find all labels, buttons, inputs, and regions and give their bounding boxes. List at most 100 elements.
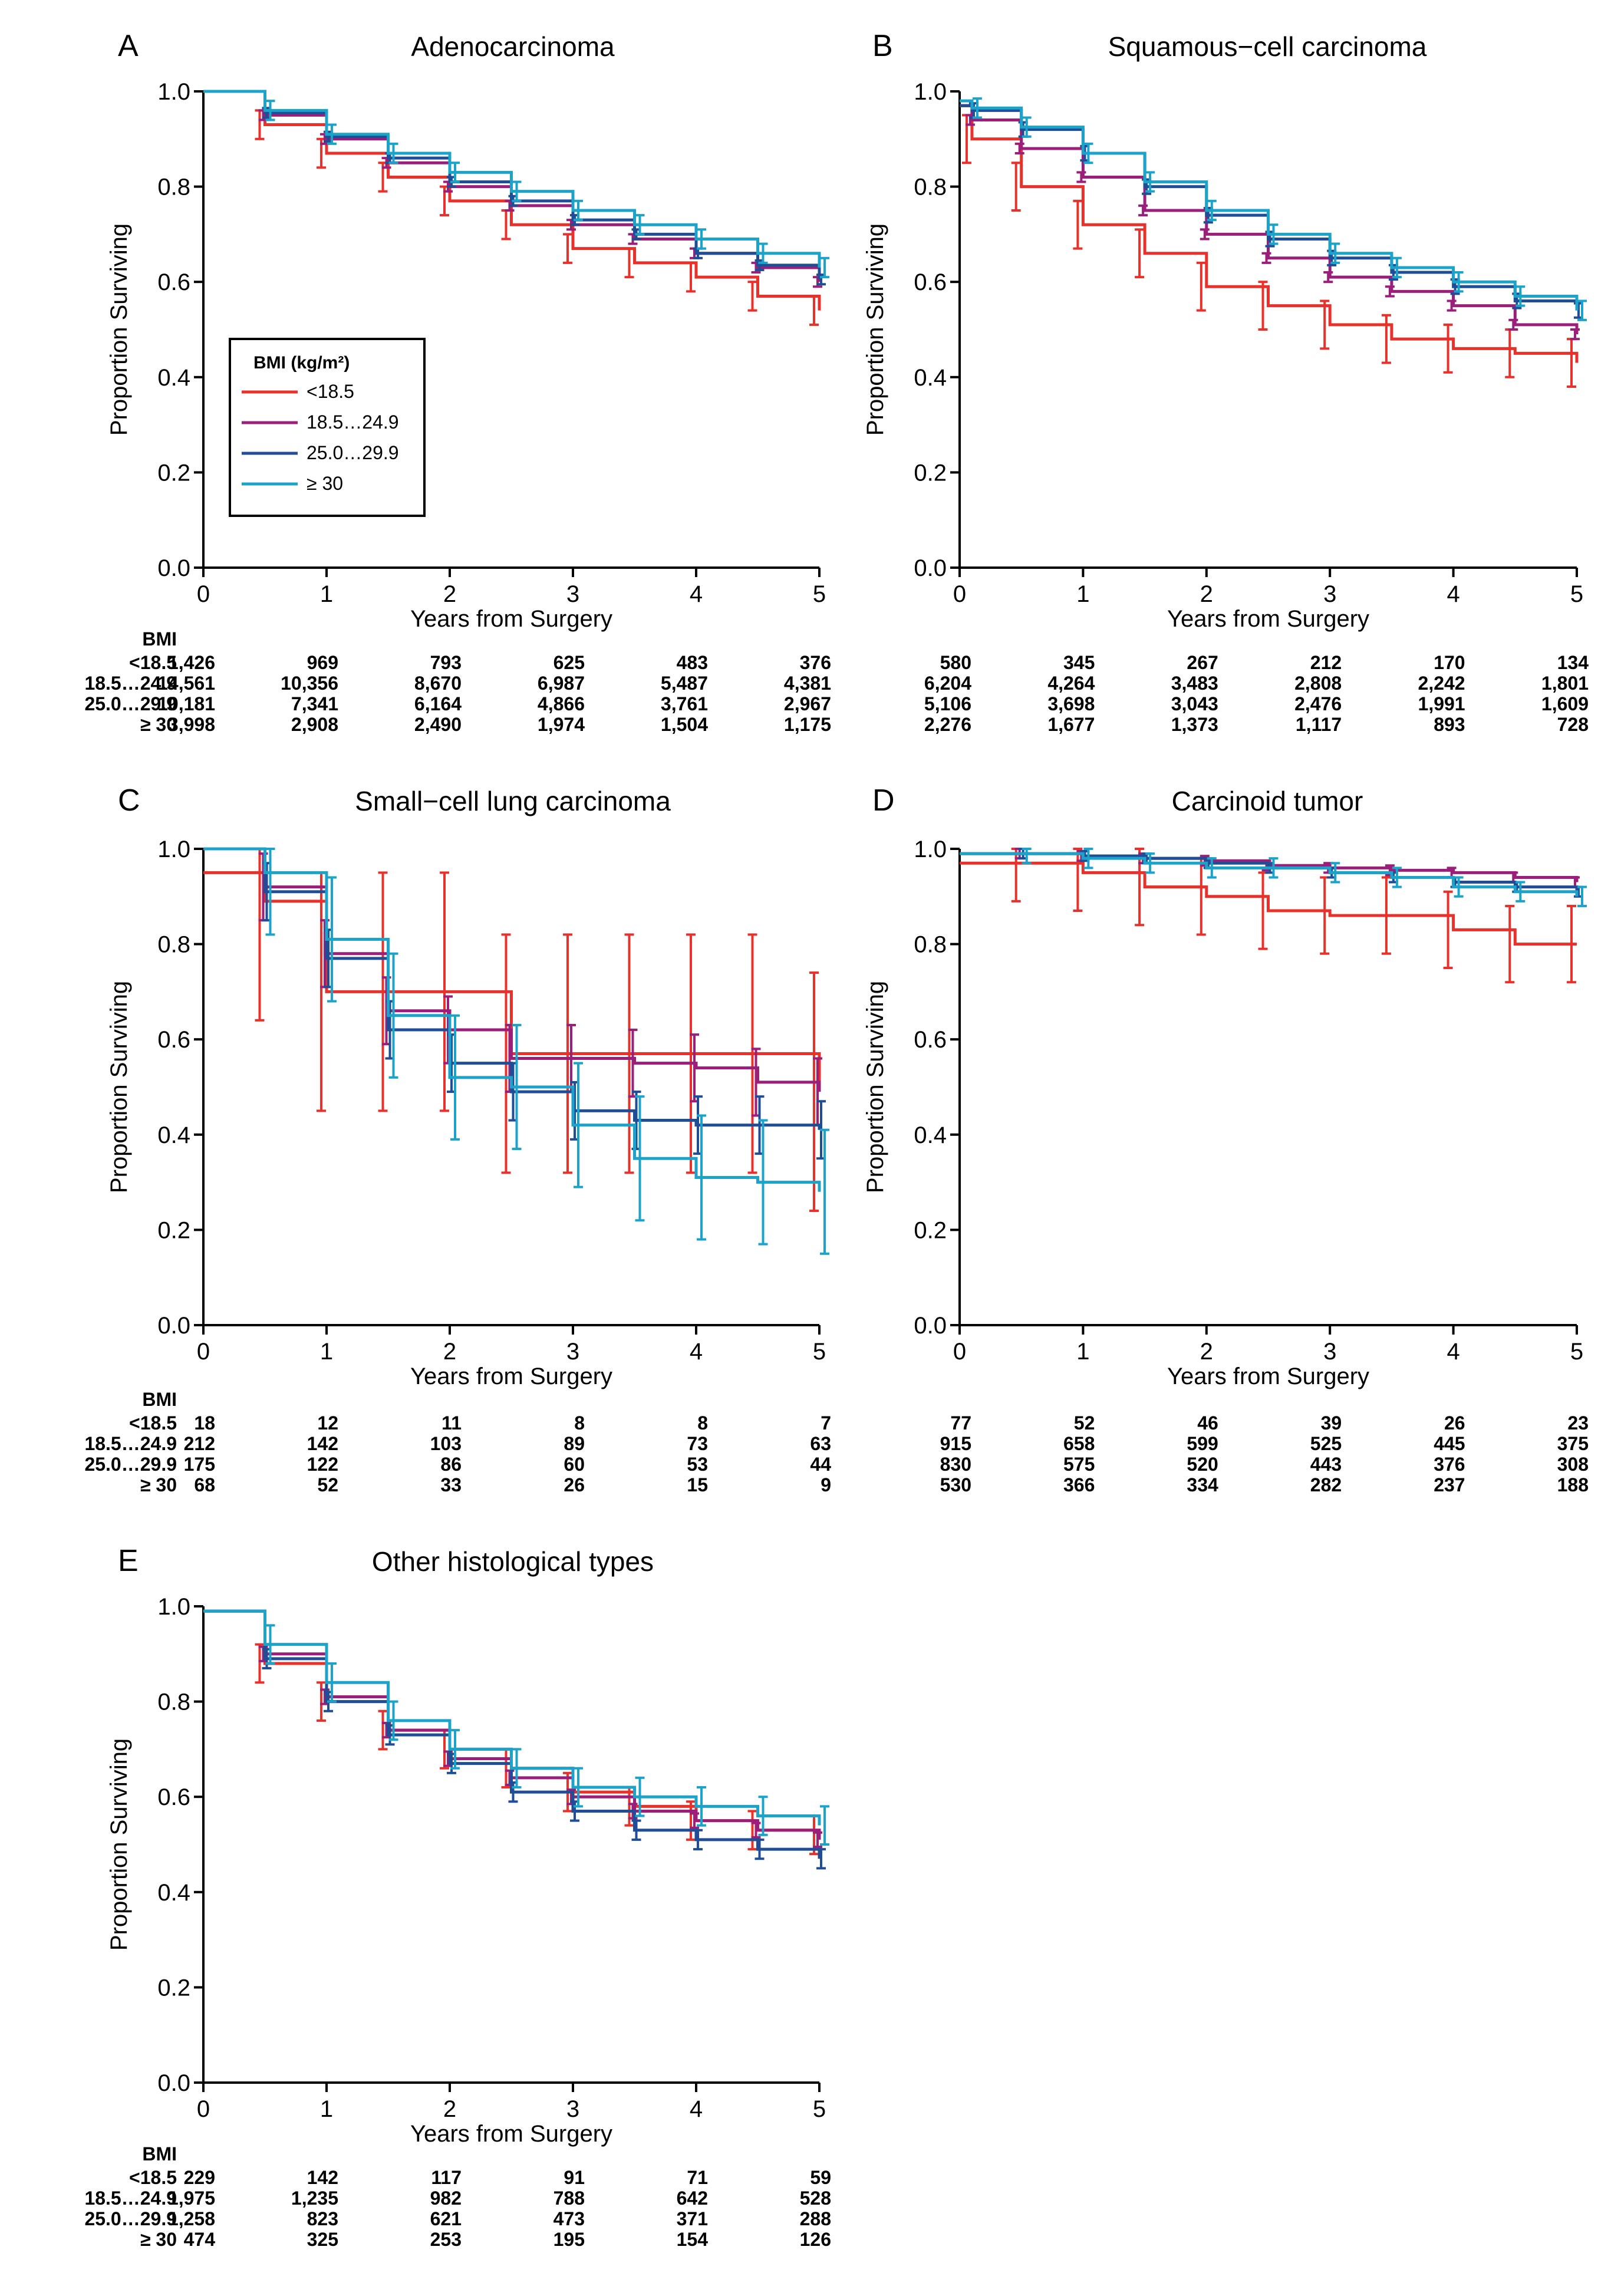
x-tick-label: 3: [566, 2096, 579, 2122]
x-tick-label: 2: [443, 2096, 456, 2122]
y-axis-label: Proportion Surviving: [106, 1738, 132, 1951]
risk-count: 10,356: [281, 673, 338, 694]
x-tick-label: 4: [1447, 581, 1459, 607]
risk-count: 134: [1557, 652, 1589, 673]
risk-count: 89: [564, 1433, 585, 1454]
series-line: [203, 90, 821, 268]
y-tick-label: 1.0: [157, 79, 190, 105]
risk-count: 4,264: [1047, 673, 1095, 694]
risk-count: 11: [442, 1412, 462, 1434]
x-tick-label: 2: [443, 581, 456, 607]
risk-table-header: BMI: [142, 1389, 177, 1410]
x-tick-label: 3: [566, 1339, 579, 1365]
x-tick-label: 0: [197, 581, 210, 607]
risk-count: 2,808: [1294, 673, 1342, 694]
risk-count: 7,341: [291, 693, 338, 714]
series-line: [203, 847, 821, 1192]
x-tick-label: 5: [813, 581, 826, 607]
y-tick-label: 0.6: [157, 1027, 190, 1053]
risk-count: 823: [307, 2208, 338, 2229]
series-line: [960, 861, 1577, 946]
y-tick-label: 1.0: [157, 836, 190, 862]
risk-count: 142: [307, 1433, 338, 1454]
risk-count: 237: [1434, 1474, 1465, 1495]
panel-title: Other histological types: [372, 1546, 654, 1577]
risk-count: 483: [677, 652, 708, 673]
risk-table-header: BMI: [142, 628, 177, 650]
risk-group-label: 25.0…29.9: [84, 2208, 177, 2229]
y-tick-label: 0.4: [157, 1880, 190, 1906]
legend-label: <18.5: [307, 381, 354, 402]
y-tick-label: 0.4: [157, 1122, 190, 1148]
risk-count: 473: [553, 2208, 585, 2229]
y-tick-label: 0.6: [157, 1784, 190, 1810]
y-tick-label: 0.6: [157, 269, 190, 295]
risk-count: 5,106: [924, 693, 971, 714]
risk-count: 71: [687, 2167, 708, 2188]
risk-count: 1,373: [1171, 714, 1218, 735]
panel-b: B Squamous−cell carcinoma 0.0 0.2 0.4 0.6 0.8 1…: [862, 29, 1589, 735]
y-axis-label: Proportion Surviving: [106, 981, 132, 1193]
risk-count: 371: [677, 2208, 708, 2229]
risk-count: 1,235: [291, 2188, 338, 2209]
x-tick-label: 0: [953, 1339, 966, 1365]
risk-count: 830: [940, 1454, 971, 1475]
y-axis-label: Proportion Surviving: [862, 981, 888, 1193]
panel-letter: C: [118, 783, 140, 818]
series-line: [203, 847, 821, 1092]
risk-count: 33: [440, 1474, 462, 1495]
y-tick-label: 0.8: [157, 932, 190, 958]
risk-count: 229: [184, 2167, 215, 2188]
risk-count: 77: [950, 1412, 971, 1434]
risk-count: 2,967: [784, 693, 831, 714]
x-tick-label: 4: [690, 2096, 703, 2122]
risk-count: 982: [430, 2188, 462, 2209]
risk-count: 7: [821, 1412, 831, 1434]
risk-group-label: <18.5: [129, 2167, 177, 2188]
y-tick-label: 0.0: [157, 2070, 190, 2096]
x-tick-label: 1: [320, 1339, 333, 1365]
risk-count: 8: [574, 1412, 585, 1434]
x-tick-label: 3: [1323, 581, 1336, 607]
legend-label: ≥ 30: [307, 473, 343, 494]
series-line: [960, 104, 1579, 363]
risk-count: 170: [1434, 652, 1465, 673]
y-tick-label: 0.6: [914, 1027, 947, 1053]
risk-count: 26: [1444, 1412, 1465, 1434]
risk-count: 86: [440, 1454, 462, 1475]
risk-count: 1,609: [1541, 693, 1589, 714]
risk-count: 376: [1434, 1454, 1465, 1475]
y-axis-label: Proportion Surviving: [862, 223, 888, 436]
risk-count: 345: [1063, 652, 1095, 673]
risk-count: 8,670: [414, 673, 462, 694]
series-line: [960, 852, 1579, 897]
risk-count: 212: [1310, 652, 1342, 673]
x-tick-label: 1: [1076, 581, 1089, 607]
x-axis-label: Years from Surgery: [1167, 606, 1369, 632]
panel-letter: E: [118, 1544, 139, 1578]
risk-count: 154: [677, 2229, 709, 2250]
risk-count: 443: [1310, 1454, 1342, 1475]
risk-count: 788: [553, 2188, 585, 2209]
risk-count: 4,866: [538, 693, 585, 714]
risk-group-label: 25.0…29.9: [84, 693, 177, 714]
panel-title: Adenocarcinoma: [411, 31, 615, 62]
risk-count: 6,204: [924, 673, 971, 694]
risk-count: 52: [317, 1474, 338, 1495]
x-axis-label: Years from Surgery: [410, 2121, 612, 2147]
risk-count: 376: [800, 652, 831, 673]
risk-count: 1,975: [168, 2188, 215, 2209]
risk-count: 1,117: [1296, 714, 1342, 735]
panel-letter: D: [872, 783, 895, 818]
risk-group-label: 18.5…24.9: [84, 673, 177, 694]
y-tick-label: 0.0: [157, 1313, 190, 1339]
x-tick-label: 5: [813, 1339, 826, 1365]
x-tick-label: 4: [690, 1339, 703, 1365]
risk-group-label: <18.5: [129, 1412, 177, 1434]
risk-count: 1,258: [168, 2208, 215, 2229]
panel-title: Squamous−cell carcinoma: [1108, 31, 1427, 62]
risk-count: 126: [800, 2229, 831, 2250]
y-tick-label: 1.0: [157, 1594, 190, 1620]
